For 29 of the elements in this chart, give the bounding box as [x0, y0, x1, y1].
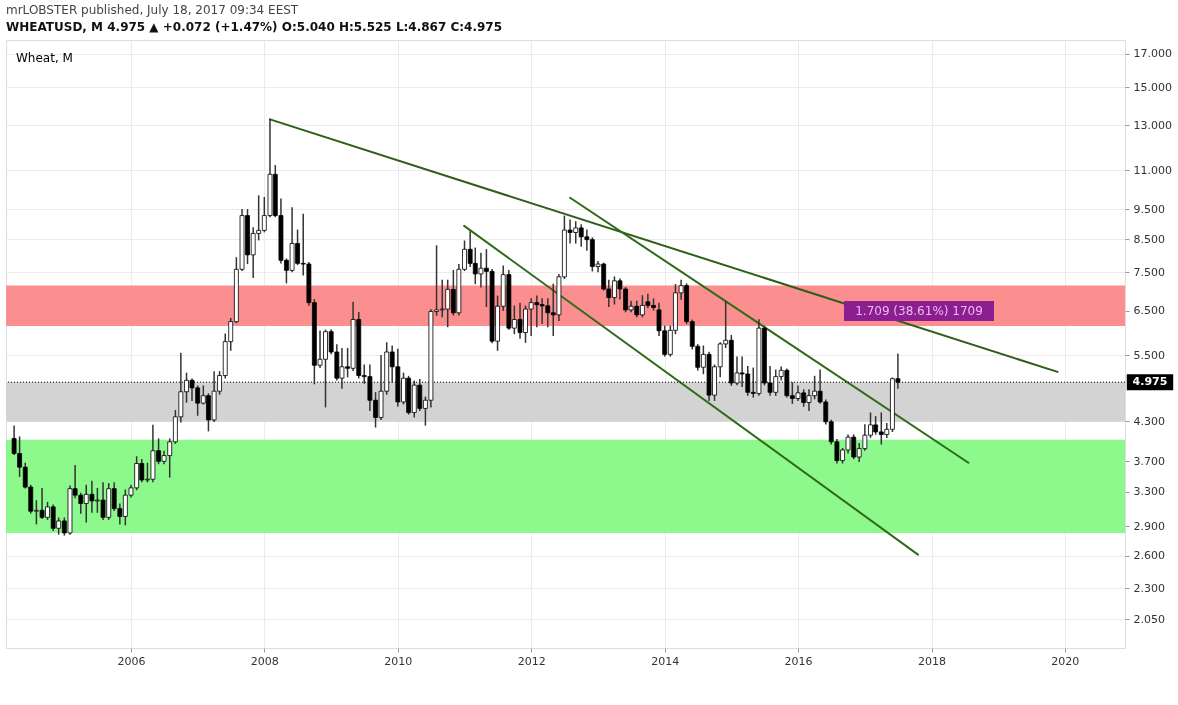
y-tick-label: 4.300 — [1133, 414, 1165, 428]
y-tick-label: 3.700 — [1133, 454, 1165, 468]
annotation: Wheat, M — [16, 51, 73, 65]
chart-title: mrLOBSTER published, July 18, 2017 09:34 EEST — [6, 3, 299, 17]
x-tick-label: 2006 — [117, 654, 146, 668]
y-tick-label: 17.000 — [1133, 47, 1172, 61]
y-tick-label: 2.900 — [1133, 519, 1165, 533]
y-tick-label: 2.050 — [1133, 612, 1165, 626]
chart-subtitle: WHEATUSD, M 4.975 ▲ +0.072 (+1.47%) O:5.040 H:5.525 L:4.867 C:4.975 — [6, 20, 503, 34]
x-tick-label: 2016 — [784, 654, 813, 668]
y-tick-label: 15.000 — [1133, 80, 1172, 94]
y-tick-label: 2.600 — [1133, 549, 1165, 563]
y-tick-label: 6.500 — [1133, 304, 1165, 318]
x-tick-label: 2012 — [517, 654, 546, 668]
x-tick-label: 2020 — [1051, 654, 1080, 668]
y-tick-label: 8.500 — [1133, 232, 1165, 246]
y-tick-label: 11.000 — [1133, 163, 1172, 177]
x-tick-label: 2008 — [250, 654, 279, 668]
x-tick-label: 2014 — [651, 654, 680, 668]
x-tick-label: 2018 — [918, 654, 947, 668]
ref-line-label: 4.975 — [1132, 375, 1168, 389]
y-tick-label: 3.300 — [1133, 485, 1165, 499]
y-tick-label: 9.500 — [1133, 202, 1165, 216]
y-tick-label: 5.500 — [1133, 348, 1165, 362]
x-tick-label: 2010 — [384, 654, 413, 668]
y-tick-label: 13.000 — [1133, 118, 1172, 132]
annotation: 1.709 (38.61%) 1709 — [855, 304, 983, 318]
y-tick-label: 7.500 — [1133, 265, 1165, 279]
y-tick-label: 2.300 — [1133, 581, 1165, 595]
